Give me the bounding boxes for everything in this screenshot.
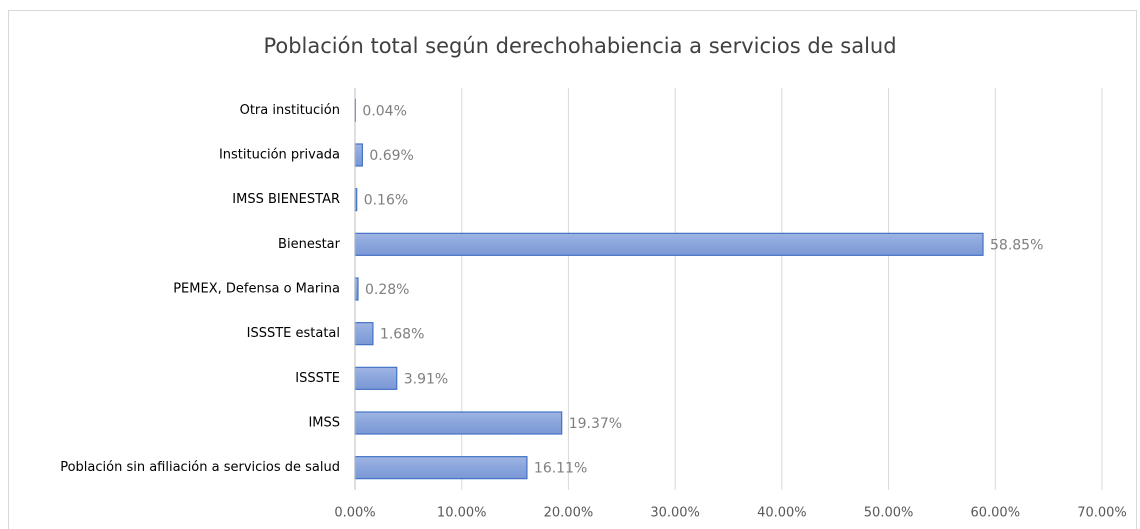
data-label: 0.16%: [364, 193, 408, 209]
data-label: 1.68%: [380, 327, 424, 343]
y-tick-label: Institución privada: [219, 148, 340, 163]
y-tick-label: IMSS BIENESTAR: [232, 192, 340, 207]
x-tick-label: 10.00%: [437, 506, 487, 521]
data-label: 0.28%: [365, 282, 409, 298]
bar: [354, 366, 398, 390]
data-label: 0.69%: [369, 148, 413, 164]
x-tick-label: 50.00%: [864, 506, 914, 521]
x-tick-label: 20.00%: [544, 506, 594, 521]
bar: [354, 232, 984, 256]
data-label: 58.85%: [990, 237, 1043, 253]
x-tick-label: 40.00%: [757, 506, 807, 521]
chart-border: [8, 10, 1137, 529]
y-tick-label: ISSSTE: [295, 371, 340, 386]
y-tick-label: PEMEX, Defensa o Marina: [173, 282, 340, 297]
y-tick-label: Población sin afiliación a servicios de …: [60, 460, 340, 475]
x-tick-label: 0.00%: [334, 506, 375, 521]
y-tick-label: Bienestar: [278, 237, 341, 252]
data-label: 19.37%: [569, 416, 622, 432]
data-label: 0.04%: [362, 103, 406, 119]
data-label: 3.91%: [404, 371, 448, 387]
x-tick-label: 30.00%: [650, 506, 700, 521]
x-tick-label: 70.00%: [1077, 506, 1127, 521]
y-tick-label: IMSS: [308, 416, 340, 431]
bar: [354, 322, 374, 346]
x-tick-label: 60.00%: [970, 506, 1020, 521]
bar: [354, 456, 528, 480]
chart-title: Población total según derechohabiencia a…: [263, 34, 896, 58]
bar: [354, 411, 563, 435]
bar: [354, 143, 363, 167]
y-tick-label: ISSSTE estatal: [247, 326, 340, 341]
y-tick-label: Otra institución: [240, 103, 340, 118]
data-label: 16.11%: [534, 461, 587, 477]
